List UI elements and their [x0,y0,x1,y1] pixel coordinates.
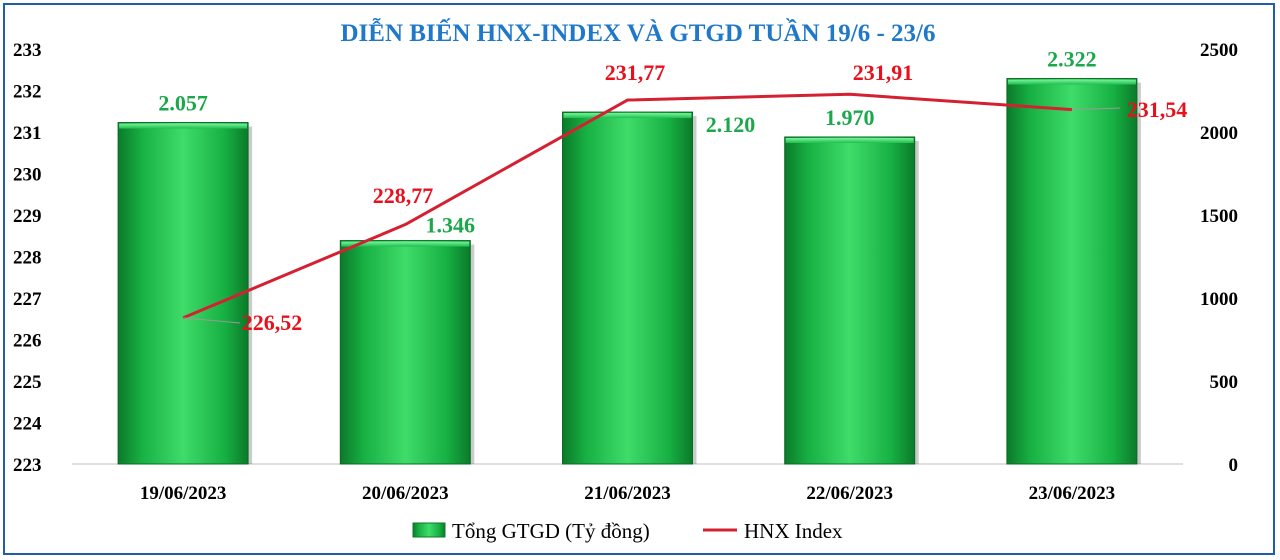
chart-title: DIỄN BIẾN HNX-INDEX VÀ GTGD TUẦN 19/6 - … [341,18,936,47]
bar-data-label: 2.057 [158,91,208,116]
right-tick-label: 1500 [1200,206,1238,227]
bar-series: 2.057 1.346 2.120 1.970 2.322 [117,47,1141,465]
bar [117,122,249,465]
line-label-leader [1071,107,1121,111]
x-tick-label: 22/06/2023 [806,483,893,504]
bar-top-highlight [563,113,692,119]
hnx-index-line [182,92,1073,320]
left-tick-label: 232 [13,82,42,103]
right-tick-label: 2000 [1200,123,1238,144]
legend-swatch-bar [412,522,446,538]
left-tick-label: 224 [13,414,42,435]
x-tick-label: 19/06/2023 [140,483,227,504]
bar-top-highlight [1007,79,1136,85]
line-label-leader [183,317,241,324]
right-tick-label: 1000 [1200,289,1238,310]
left-tick-label: 230 [13,165,42,186]
bar-top-highlight [119,123,248,129]
bar-data-label: 2.322 [1047,47,1097,72]
left-tick-label: 226 [13,331,42,352]
bar-top-highlight [341,241,470,247]
line-data-label: 226,52 [242,310,303,335]
right-axis: 0 500 1000 1500 2000 2500 [1200,40,1238,476]
bar-data-label: 1.970 [825,105,875,130]
right-tick-label: 500 [1210,372,1239,393]
line-data-label: 228,77 [373,183,434,208]
line-series: 226,52 228,77 231,77 231,91 231,54 [182,60,1188,335]
bar-top-highlight [785,137,914,143]
legend-label-line: HNX Index [744,519,843,543]
right-tick-label: 2500 [1200,40,1238,61]
left-tick-label: 231 [13,123,42,144]
left-axis: 223 224 225 226 227 228 229 230 231 232 233 [13,40,42,476]
left-tick-label: 229 [13,206,42,227]
bar-data-label: 1.346 [426,213,476,238]
line-data-label: 231,77 [605,60,666,85]
bar-data-label: 2.120 [706,112,756,137]
x-tick-label: 21/06/2023 [584,483,671,504]
left-tick-label: 223 [13,455,42,476]
bar [339,240,471,465]
x-tick-label: 23/06/2023 [1029,483,1116,504]
x-axis: 19/06/2023 20/06/2023 21/06/2023 22/06/2023… [140,483,1115,504]
bar [1006,78,1138,465]
right-tick-label: 0 [1229,455,1239,476]
legend-label-bar: Tổng GTGD (Tỷ đồng) [452,519,650,543]
left-tick-label: 227 [13,289,42,310]
line-data-label: 231,54 [1127,97,1188,122]
left-tick-label: 228 [13,248,42,269]
x-tick-label: 20/06/2023 [362,483,449,504]
legend: Tổng GTGD (Tỷ đồng) HNX Index [412,519,843,543]
left-tick-label: 225 [13,372,42,393]
line-data-label: 231,91 [853,60,914,85]
bar [784,136,916,465]
left-tick-label: 233 [13,40,42,61]
bar [562,111,693,465]
